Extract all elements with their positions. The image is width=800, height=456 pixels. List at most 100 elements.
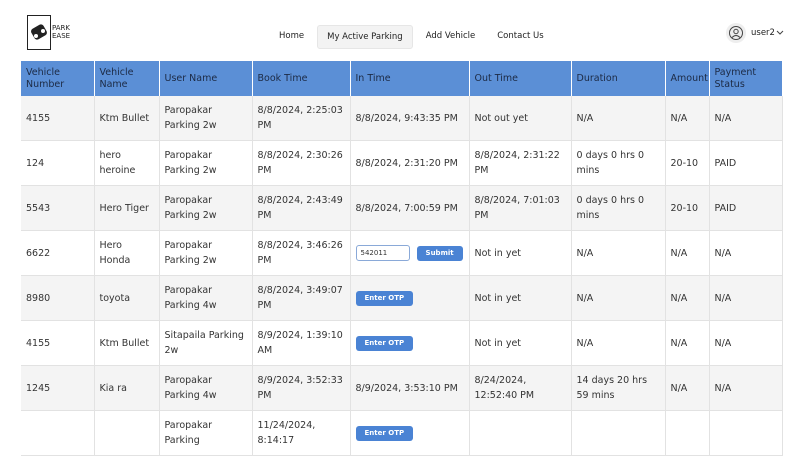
table-cell: 8/9/2024, 3:52:33 PM xyxy=(252,365,351,411)
column-header: Book Time xyxy=(252,61,351,96)
table-cell: N/A xyxy=(571,320,666,366)
table-cell: Hero Honda xyxy=(94,230,160,276)
table-cell xyxy=(571,410,666,456)
button[interactable]: Enter OTP xyxy=(355,335,414,351)
table-cell: 8/8/2024, 7:01:03 PM xyxy=(469,185,572,231)
table-cell: Paropakar Parking 4w xyxy=(159,365,253,411)
column-header: Vehicle Name xyxy=(94,61,160,96)
table-cell: hero heroine xyxy=(94,140,160,186)
table-row: 8980 toyota Paropakar Parking 4w 8/8/2024, … xyxy=(21,275,783,321)
table-row: 4155 Ktm Bullet Sitapaila Parking 2w 8/9/20… xyxy=(21,320,783,366)
username: user2 xyxy=(751,28,775,38)
column-header: Payment Status xyxy=(709,61,783,96)
table-cell xyxy=(709,410,783,456)
table-cell: 0 days 0 hrs 0 mins xyxy=(571,140,666,186)
table-cell: PAID xyxy=(709,140,783,186)
logo-line: PARK xyxy=(52,24,71,32)
table-cell: 4155 xyxy=(21,96,95,141)
table-cell: 0 days 0 hrs 0 mins xyxy=(571,185,666,231)
table-cell: Not in yet xyxy=(469,275,572,321)
avatar-icon xyxy=(729,26,743,40)
table-cell: Kia ra xyxy=(94,365,160,411)
table-row: 6622 Hero Honda Paropakar Parking 2w 8/8/20… xyxy=(21,230,783,276)
page: PARK EASE Home My Active Parking Add Vehicl… xyxy=(21,15,785,456)
table-cell: N/A xyxy=(709,275,783,321)
table-row: 5543 Hero Tiger Paropakar Parking 2w 8/8/20… xyxy=(21,185,783,231)
table-cell: N/A xyxy=(709,365,783,411)
table-row: Paropakar Parking 11/24/2024, 8:14:17 Ente… xyxy=(21,410,783,456)
parking-table: Vehicle Number Vehicle Name User Name Book … xyxy=(21,61,783,456)
table-cell: 4155 xyxy=(21,320,95,366)
table-cell: 8/8/2024, 9:43:35 PM xyxy=(350,96,470,141)
table-cell: N/A xyxy=(665,320,710,366)
table-cell: 8980 xyxy=(21,275,95,321)
table-cell: 14 days 20 hrs 59 mins xyxy=(571,365,666,411)
logo-line: EASE xyxy=(52,32,71,40)
nav-link[interactable]: My Active Parking xyxy=(317,25,413,49)
table-cell: 8/8/2024, 2:25:03 PM xyxy=(252,96,351,141)
table-row: 4155 Ktm Bullet Paropakar Parking 2w 8/8/20… xyxy=(21,96,783,141)
table-cell: 542011 Submit xyxy=(350,230,470,276)
column-header: Duration xyxy=(571,61,666,96)
table-cell: N/A xyxy=(571,96,666,141)
table-cell: Not in yet xyxy=(469,320,572,366)
nav-link[interactable]: Add Vehicle xyxy=(425,31,476,41)
table-cell: 11/24/2024, 8:14:17 xyxy=(252,410,351,456)
caret xyxy=(776,30,784,35)
table-cell: Paropakar Parking xyxy=(159,410,253,456)
table-cell: 8/8/2024, 2:43:49 PM xyxy=(252,185,351,231)
button[interactable]: Submit xyxy=(416,245,463,261)
table-cell: N/A xyxy=(709,96,783,141)
table-cell: 8/9/2024, 3:53:10 PM xyxy=(350,365,470,411)
nav-link[interactable]: Contact Us xyxy=(497,31,544,41)
table-cell: N/A xyxy=(709,320,783,366)
table-cell: 8/8/2024, 2:31:22 PM xyxy=(469,140,572,186)
table-cell: 8/8/2024, 3:46:26 PM xyxy=(252,230,351,276)
table-cell: 124 xyxy=(21,140,95,186)
table-cell: 8/8/2024, 3:49:07 PM xyxy=(252,275,351,321)
table-cell: Enter OTP xyxy=(350,275,470,321)
table-cell: Paropakar Parking 2w xyxy=(159,230,253,276)
column-header: Vehicle Number xyxy=(21,61,95,96)
table-body: 4155 Ktm Bullet Paropakar Parking 2w 8/8/20… xyxy=(21,96,783,456)
table-cell: N/A xyxy=(665,96,710,141)
nav-links: Home My Active Parking Add Vehicle Contact … xyxy=(270,25,557,49)
table-cell: PAID xyxy=(709,185,783,231)
avatar xyxy=(726,23,746,43)
column-header: In Time xyxy=(350,61,470,96)
table-cell xyxy=(665,410,710,456)
nav-link[interactable]: Home xyxy=(279,31,305,41)
button[interactable]: Enter OTP xyxy=(355,290,414,306)
table-cell: Ktm Bullet xyxy=(94,96,160,141)
table-cell: 8/8/2024, 7:00:59 PM xyxy=(350,185,470,231)
table-cell: 1245 xyxy=(21,365,95,411)
table-cell: 20-10 xyxy=(665,140,710,186)
table-cell: 6622 xyxy=(21,230,95,276)
logo[interactable] xyxy=(27,15,51,50)
button[interactable]: Enter OTP xyxy=(355,425,414,441)
table-cell: 8/24/2024, 12:52:40 PM xyxy=(469,365,572,411)
table-cell: Not out yet xyxy=(469,96,572,141)
table-cell: Paropakar Parking 2w xyxy=(159,140,253,186)
table-row: 1245 Kia ra Paropakar Parking 4w 8/9/2024, … xyxy=(21,365,783,411)
table-cell xyxy=(469,410,572,456)
table-cell xyxy=(21,410,95,456)
column-header: Amount xyxy=(665,61,710,96)
table-cell: 8/9/2024, 1:39:10 AM xyxy=(252,320,351,366)
table-cell: Paropakar Parking 2w xyxy=(159,185,253,231)
table-cell: N/A xyxy=(665,365,710,411)
table-cell xyxy=(94,410,160,456)
table-cell: Sitapaila Parking 2w xyxy=(159,320,253,366)
header-row: Vehicle Number Vehicle Name User Name Book … xyxy=(21,61,783,96)
otp-input[interactable]: 542011 xyxy=(355,245,410,261)
user-menu[interactable]: user2 xyxy=(726,23,785,43)
table-cell: Enter OTP xyxy=(350,320,470,366)
table-cell: N/A xyxy=(571,230,666,276)
column-header: Out Time xyxy=(469,61,572,96)
column-header: User Name xyxy=(159,61,253,96)
table-cell: Ktm Bullet xyxy=(94,320,160,366)
table-cell: N/A xyxy=(709,230,783,276)
table-cell: Not in yet xyxy=(469,230,572,276)
table-cell: Paropakar Parking 2w xyxy=(159,96,253,141)
table-cell: 8/8/2024, 2:31:20 PM xyxy=(350,140,470,186)
